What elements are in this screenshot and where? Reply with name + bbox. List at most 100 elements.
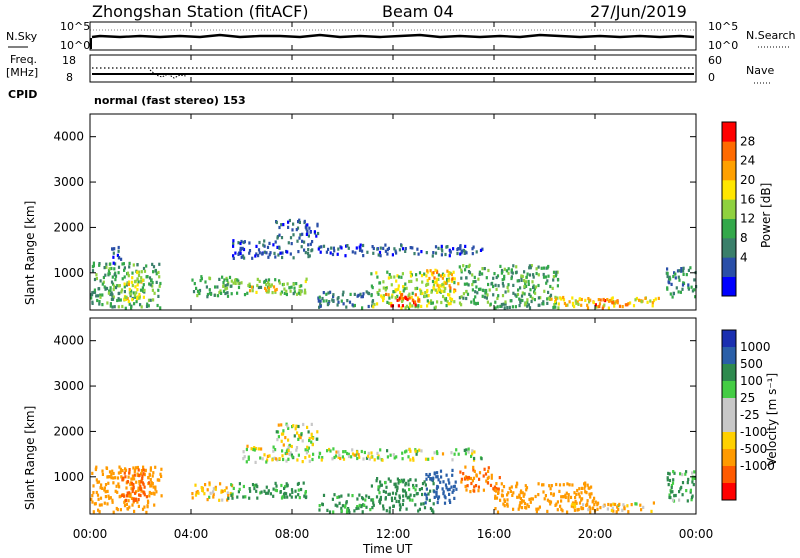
heatmap-cell	[398, 248, 401, 252]
heatmap-cell	[469, 490, 472, 494]
heatmap-cell	[135, 300, 138, 304]
heatmap-cell	[125, 498, 128, 502]
heatmap-cell	[436, 484, 439, 489]
heatmap-cell	[499, 498, 502, 502]
heatmap-cell	[391, 253, 394, 257]
heatmap-cell	[501, 489, 504, 493]
heatmap-cell	[127, 494, 130, 498]
heatmap-cell	[436, 500, 439, 505]
heatmap-cell	[402, 478, 406, 482]
heatmap-cell	[298, 236, 301, 240]
heatmap-cell	[430, 477, 433, 481]
heatmap-cell	[226, 278, 229, 282]
heatmap-cell	[326, 303, 329, 307]
heatmap-cell	[377, 292, 380, 296]
heatmap-cell	[537, 296, 540, 300]
heatmap-cell	[255, 447, 258, 451]
heatmap-cell	[150, 278, 153, 282]
heatmap-cell	[418, 507, 421, 511]
heatmap-cell	[279, 292, 282, 296]
heatmap-cell	[537, 482, 540, 486]
heatmap-cell	[102, 280, 105, 284]
heatmap-cell	[404, 306, 407, 310]
heatmap-cell	[435, 494, 438, 498]
heatmap-cell	[467, 265, 470, 269]
heatmap-cell	[362, 254, 365, 258]
heatmap-cell	[598, 304, 601, 308]
heatmap-cell	[201, 488, 204, 492]
heatmap-cell	[216, 294, 220, 298]
heatmap-cell	[242, 254, 245, 258]
heatmap-cell	[127, 299, 130, 303]
heatmap-cell	[130, 289, 133, 293]
heatmap-cell	[679, 290, 682, 294]
heatmap-cell	[139, 484, 142, 489]
heatmap-cell	[315, 234, 318, 238]
heatmap-cell	[459, 247, 462, 251]
heatmap-cell	[291, 425, 294, 429]
heatmap-cell	[516, 495, 519, 499]
heatmap-cell	[445, 473, 448, 477]
heatmap-cell	[614, 502, 617, 507]
heatmap-cell	[360, 504, 363, 508]
heatmap-cell	[335, 450, 338, 454]
heatmap-cell	[298, 288, 301, 292]
heatmap-cell	[295, 228, 298, 232]
heatmap-cell	[384, 481, 387, 485]
heatmap-cell	[156, 303, 159, 308]
heatmap-cell	[441, 249, 444, 253]
heatmap-cell	[416, 449, 419, 453]
heatmap-cell	[497, 487, 500, 491]
heatmap-cell	[576, 488, 579, 493]
heatmap-cell	[107, 269, 111, 273]
heatmap-cell	[466, 282, 469, 286]
heatmap-cell	[126, 271, 130, 275]
heatmap-cell	[425, 290, 429, 294]
heatmap-cell	[512, 283, 515, 287]
heatmap-cell	[382, 280, 385, 284]
heatmap-cell	[306, 425, 309, 429]
colorbar-swatch	[722, 122, 736, 142]
heatmap-cell	[291, 490, 294, 494]
heatmap-cell	[356, 505, 359, 509]
heatmap-cell	[460, 276, 463, 280]
heatmap-cell	[525, 275, 528, 279]
heatmap-cell	[93, 288, 96, 292]
heatmap-cell	[450, 485, 453, 489]
heatmap-cell	[629, 301, 632, 305]
heatmap-cell	[112, 481, 115, 485]
heatmap-cell	[687, 285, 690, 289]
heatmap-cell	[471, 273, 474, 277]
heatmap-cell	[124, 467, 127, 471]
heatmap-cell	[609, 299, 612, 303]
heatmap-cell	[567, 496, 570, 500]
heatmap-cell	[444, 483, 448, 487]
heatmap-cell	[684, 472, 687, 476]
heatmap-cell	[377, 485, 380, 489]
heatmap-cell	[285, 459, 288, 463]
heatmap-cell	[246, 444, 249, 448]
heatmap-cell	[218, 498, 221, 502]
heatmap-cell	[463, 251, 466, 255]
heatmap-cell	[91, 291, 94, 295]
heatmap-cell	[418, 488, 421, 492]
heatmap-cell	[436, 270, 439, 274]
heatmap-cell	[495, 275, 498, 280]
heatmap-cell	[524, 484, 527, 488]
nave-label: Nave	[746, 64, 774, 77]
heatmap-cell	[296, 226, 300, 230]
heatmap-cell	[274, 481, 277, 485]
heatmap-cell	[117, 249, 120, 253]
heatmap-cell	[685, 273, 688, 277]
heatmap-cell	[472, 280, 475, 284]
heatmap-cell	[459, 470, 462, 474]
heatmap-cell	[196, 294, 199, 298]
heatmap-cell	[603, 303, 606, 307]
colorbar-tick-label: -100	[740, 425, 767, 439]
heatmap-cell	[111, 275, 114, 279]
heatmap-cell	[597, 501, 600, 505]
heatmap-cell	[407, 455, 410, 459]
heatmap-cell	[493, 272, 496, 276]
heatmap-cell	[573, 503, 576, 507]
